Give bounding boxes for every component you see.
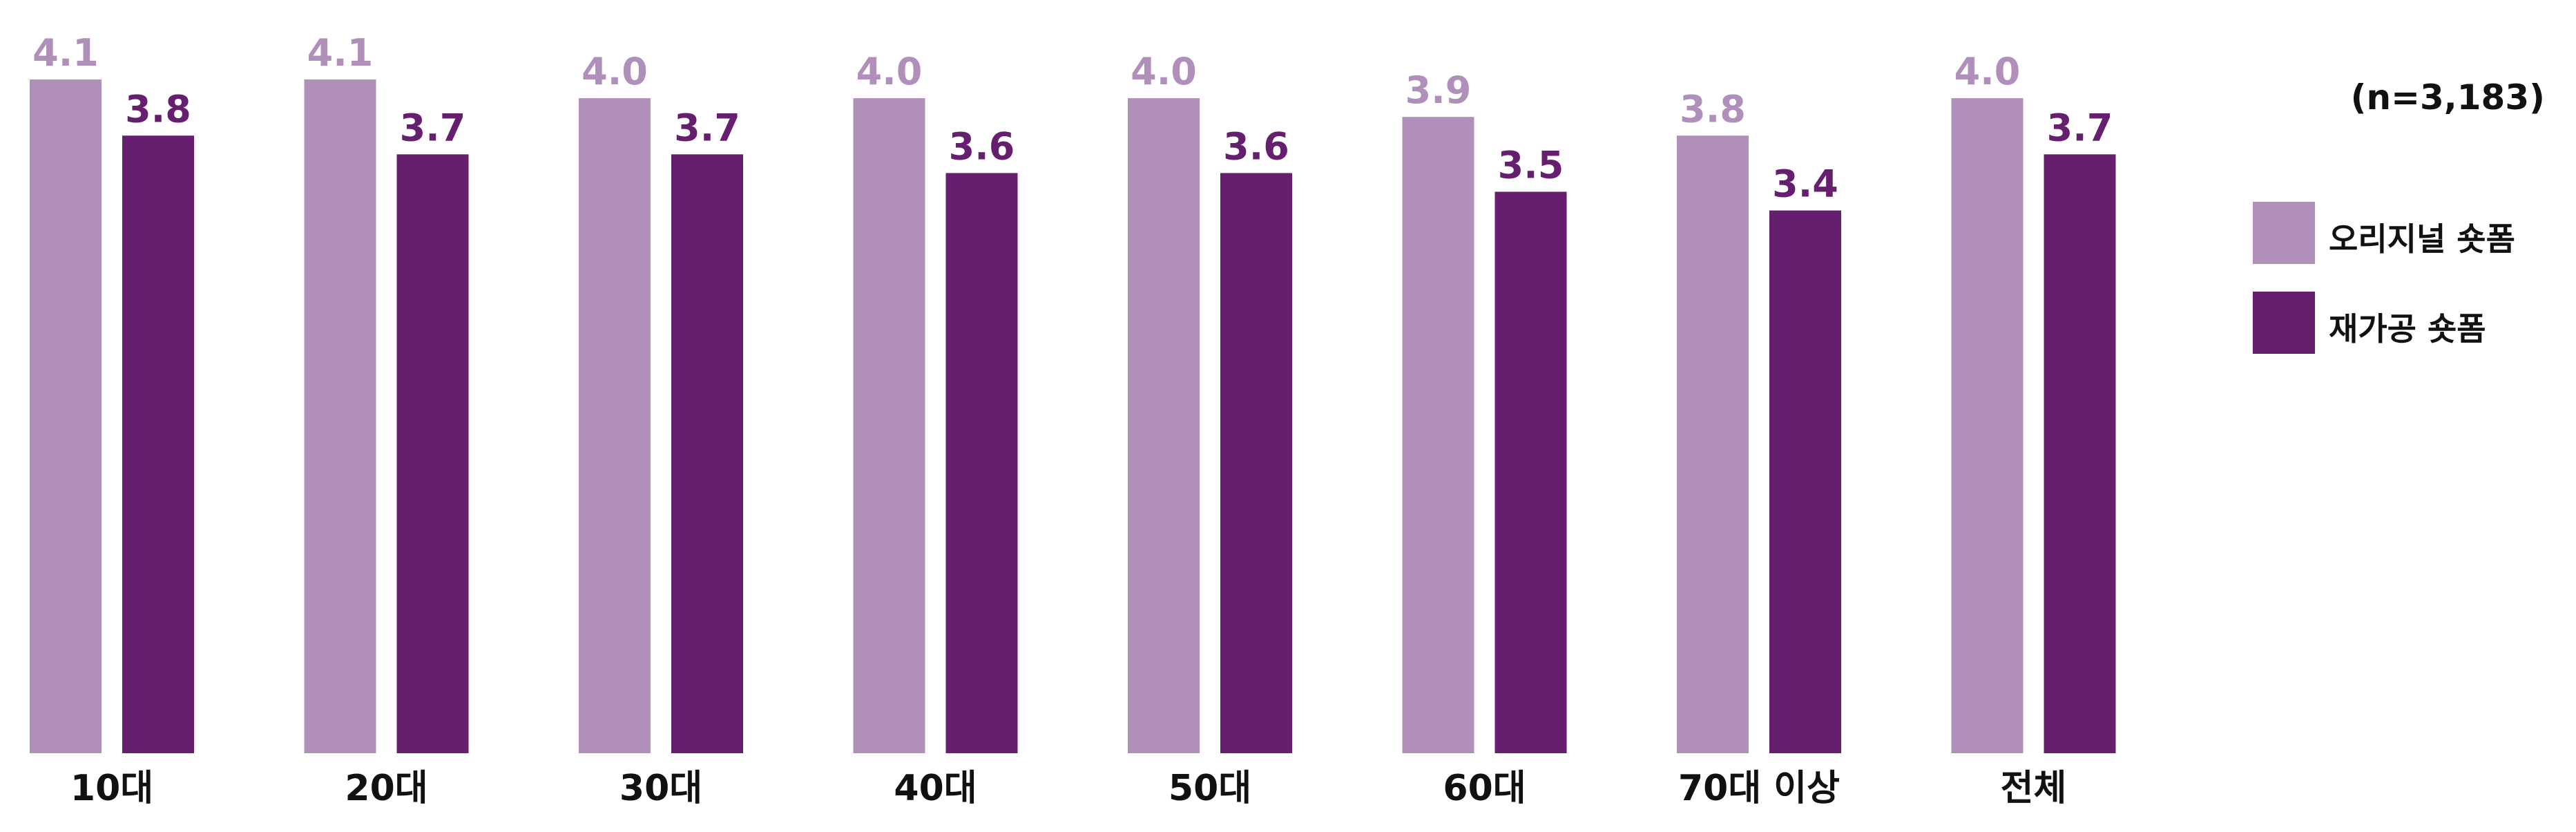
data-label-original-4: 4.0: [1131, 50, 1197, 93]
bar-original-3: [853, 98, 925, 754]
data-label-original-3: 4.0: [856, 50, 923, 93]
x-tick-label-5: 60대: [1443, 768, 1526, 809]
legend-swatch-original: [2253, 202, 2315, 264]
data-label-original-7: 4.0: [1954, 50, 2021, 93]
data-label-repurposed-4: 3.6: [1223, 124, 1289, 168]
x-tick-label-7: 전체: [2001, 768, 2067, 809]
data-label-repurposed-2: 3.7: [674, 106, 740, 149]
bar-original-4: [1128, 98, 1200, 754]
bar-repurposed-4: [1220, 173, 1292, 753]
bar-original-0: [30, 79, 102, 753]
bar-repurposed-1: [396, 154, 469, 754]
bar-repurposed-6: [1769, 210, 1841, 753]
x-tick-label-1: 20대: [345, 768, 427, 809]
bar-repurposed-3: [945, 173, 1018, 753]
bar-original-7: [1951, 98, 2024, 754]
x-tick-label-6: 70대 이상: [1678, 768, 1840, 809]
data-label-repurposed-1: 3.7: [400, 106, 466, 149]
data-label-repurposed-0: 3.8: [125, 87, 191, 131]
bar-repurposed-7: [2044, 154, 2116, 754]
data-label-repurposed-5: 3.5: [1498, 144, 1564, 187]
bar-repurposed-5: [1494, 191, 1567, 753]
bar-original-6: [1677, 135, 1749, 753]
legend-swatch-repurposed: [2253, 292, 2315, 354]
data-label-original-6: 3.8: [1680, 87, 1746, 131]
data-label-repurposed-7: 3.7: [2047, 106, 2113, 149]
legend-label-original: 오리지널 숏폼: [2329, 220, 2515, 258]
data-label-repurposed-6: 3.4: [1772, 162, 1838, 206]
data-label-original-5: 3.9: [1405, 68, 1472, 112]
data-label-repurposed-3: 3.6: [949, 124, 1015, 168]
bar-repurposed-2: [671, 154, 743, 754]
legend-label-repurposed: 재가공 숏폼: [2329, 310, 2486, 348]
x-tick-label-3: 40대: [894, 768, 977, 809]
bar-original-5: [1402, 117, 1474, 753]
x-tick-label-2: 30대: [619, 768, 702, 809]
data-label-original-0: 4.1: [32, 31, 99, 75]
x-tick-label-4: 50대: [1169, 768, 1251, 809]
bar-original-2: [579, 98, 651, 754]
data-label-original-1: 4.1: [307, 31, 374, 75]
x-tick-label-0: 10대: [70, 768, 153, 809]
legend-item-original: 오리지널 숏폼: [2253, 202, 2570, 264]
legend-item-repurposed: 재가공 숏폼: [2253, 292, 2570, 354]
bar-repurposed-0: [122, 135, 194, 753]
bar-original-1: [304, 79, 376, 753]
data-label-original-2: 4.0: [581, 50, 648, 93]
sample-size-annotation: (n=3,183): [2350, 77, 2545, 117]
